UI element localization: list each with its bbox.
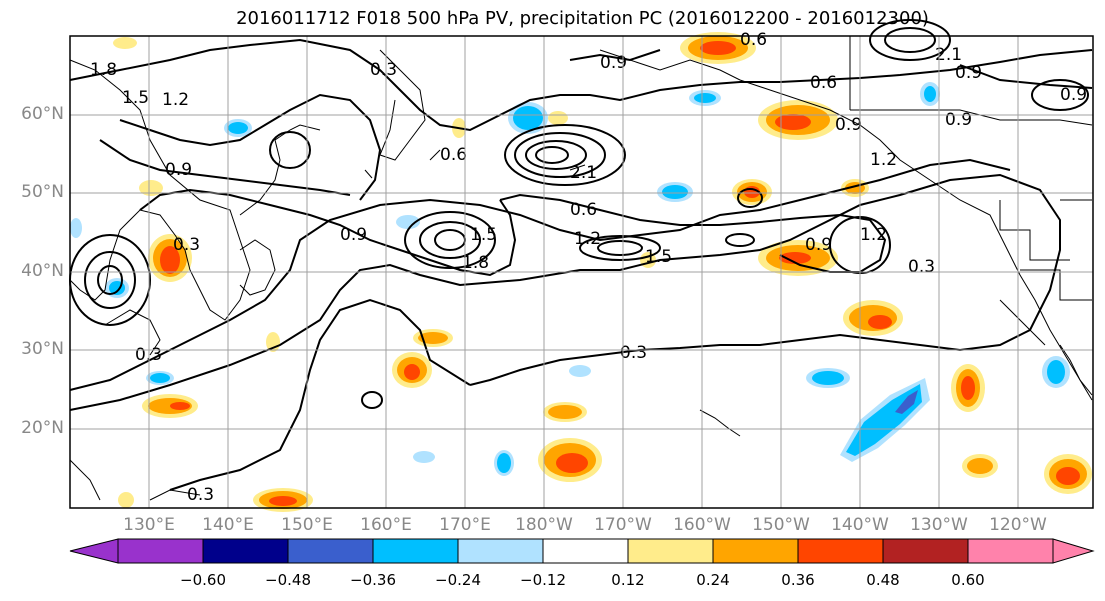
lon-label: 180°W xyxy=(515,515,573,535)
contour-label: 0.9 xyxy=(945,110,972,130)
contour-label: 0.6 xyxy=(810,73,837,93)
colorbar-tick-label: 0.48 xyxy=(866,571,900,589)
contour-label: 0.3 xyxy=(620,343,647,363)
colorbar-tick-label: −0.60 xyxy=(180,571,226,589)
colorbar-tick-label: −0.48 xyxy=(265,571,311,589)
gridlines xyxy=(70,36,1093,508)
contour-label: 1.2 xyxy=(162,90,189,110)
colorbar-segment xyxy=(202,538,289,564)
contour-label: 1.5 xyxy=(645,247,672,267)
contour-labels: 0.3 0.6 0.9 0.3 0.6 0.9 0.9 0.3 0.3 0.3 … xyxy=(90,30,1087,505)
lon-label: 170°W xyxy=(594,515,652,535)
colorbar-segment xyxy=(797,538,884,564)
contour-label: 2.1 xyxy=(570,163,597,183)
pv-contours xyxy=(69,19,1093,491)
contour-label: 1.2 xyxy=(574,229,601,249)
lon-label: 170°E xyxy=(439,515,491,535)
contour-label: 0.6 xyxy=(570,200,597,220)
lat-label: 20°N xyxy=(21,418,64,438)
map-frame xyxy=(69,35,1094,509)
colorbar-extend-low xyxy=(69,538,119,564)
precip-shading xyxy=(70,32,1092,512)
contour-label: 0.3 xyxy=(173,235,200,255)
colorbar-tick-label: 0.60 xyxy=(951,571,985,589)
map-title: 2016011712 F018 500 hPa PV, precipitatio… xyxy=(236,8,929,29)
contour-label: 0.9 xyxy=(835,115,862,135)
colorbar xyxy=(69,538,1095,564)
colorbar-segment xyxy=(712,538,799,564)
colorbar-tick-label: −0.36 xyxy=(350,571,396,589)
lon-label: 130°W xyxy=(910,515,968,535)
colorbar-segment xyxy=(117,538,204,564)
contour-label: 1.2 xyxy=(870,150,897,170)
lat-label: 30°N xyxy=(21,339,64,359)
contour-label: 0.6 xyxy=(440,145,467,165)
lon-label: 150°E xyxy=(281,515,333,535)
contour-label: 0.9 xyxy=(955,63,982,83)
colorbar-tick-label: −0.24 xyxy=(435,571,481,589)
contour-label: 0.6 xyxy=(740,30,767,50)
colorbar-tick-label: 0.12 xyxy=(611,571,645,589)
lon-label: 160°W xyxy=(673,515,731,535)
lat-label: 40°N xyxy=(21,261,64,281)
colorbar-segment xyxy=(542,538,629,564)
contour-label: 1.8 xyxy=(462,253,489,273)
lat-label: 50°N xyxy=(21,182,64,202)
colorbar-segment xyxy=(627,538,714,564)
contour-label: 0.9 xyxy=(1060,85,1087,105)
lat-label: 60°N xyxy=(21,104,64,124)
lon-label: 140°W xyxy=(831,515,889,535)
contour-label: 1.5 xyxy=(470,225,497,245)
colorbar-segment xyxy=(287,538,374,564)
colorbar-tick-label: 0.36 xyxy=(781,571,815,589)
lon-label: 130°E xyxy=(123,515,175,535)
contour-label: 1.2 xyxy=(860,225,887,245)
colorbar-segment xyxy=(457,538,544,564)
colorbar-segment xyxy=(372,538,459,564)
colorbar-segment xyxy=(967,538,1054,564)
contour-label: 0.9 xyxy=(340,225,367,245)
lon-label: 160°E xyxy=(360,515,412,535)
lon-label: 150°W xyxy=(752,515,810,535)
lon-label: 140°E xyxy=(202,515,254,535)
contour-label: 0.9 xyxy=(600,53,627,73)
contour-label: 0.9 xyxy=(805,235,832,255)
contour-label: 2.1 xyxy=(935,45,962,65)
contour-label: 1.8 xyxy=(90,60,117,80)
contour-label: 0.3 xyxy=(187,485,214,505)
contour-label: 0.3 xyxy=(370,60,397,80)
colorbar-extend-high xyxy=(1052,538,1095,564)
contour-label: 0.9 xyxy=(165,160,192,180)
contour-label: 1.5 xyxy=(122,88,149,108)
coastlines xyxy=(69,36,1093,501)
colorbar-tick-label: 0.24 xyxy=(696,571,730,589)
lon-label: 120°W xyxy=(989,515,1047,535)
colorbar-tick-label: −0.12 xyxy=(520,571,566,589)
colorbar-segment xyxy=(882,538,969,564)
contour-label: 0.3 xyxy=(908,257,935,277)
